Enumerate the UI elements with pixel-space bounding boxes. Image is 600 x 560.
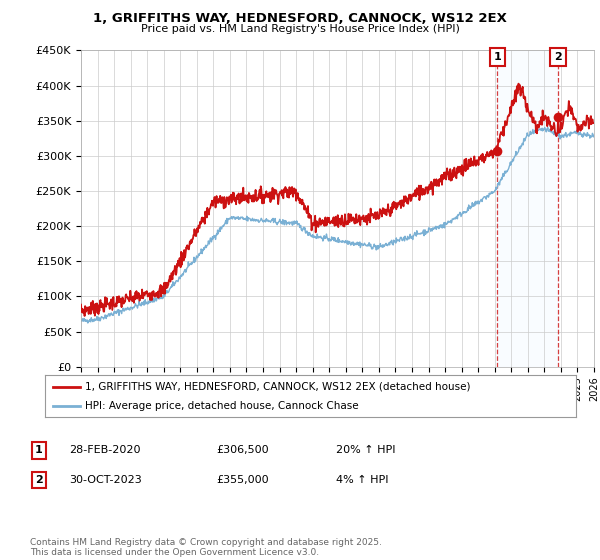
Text: 4% ↑ HPI: 4% ↑ HPI [336,475,389,485]
Text: 2: 2 [554,52,562,62]
Text: 1: 1 [493,52,501,62]
Text: £306,500: £306,500 [216,445,269,455]
Bar [497,50,558,367]
Text: 1, GRIFFITHS WAY, HEDNESFORD, CANNOCK, WS12 2EX (detached house): 1, GRIFFITHS WAY, HEDNESFORD, CANNOCK, W… [85,381,470,391]
Text: £355,000: £355,000 [216,475,269,485]
Text: 30-OCT-2023: 30-OCT-2023 [69,475,142,485]
Text: 20% ↑ HPI: 20% ↑ HPI [336,445,395,455]
Text: 28-FEB-2020: 28-FEB-2020 [69,445,140,455]
Text: Contains HM Land Registry data © Crown copyright and database right 2025.
This d: Contains HM Land Registry data © Crown c… [30,538,382,557]
Text: 2: 2 [35,475,43,485]
Text: Price paid vs. HM Land Registry's House Price Index (HPI): Price paid vs. HM Land Registry's House … [140,24,460,34]
Text: HPI: Average price, detached house, Cannock Chase: HPI: Average price, detached house, Cann… [85,401,358,411]
Text: 1: 1 [35,445,43,455]
Text: 1, GRIFFITHS WAY, HEDNESFORD, CANNOCK, WS12 2EX: 1, GRIFFITHS WAY, HEDNESFORD, CANNOCK, W… [93,12,507,25]
